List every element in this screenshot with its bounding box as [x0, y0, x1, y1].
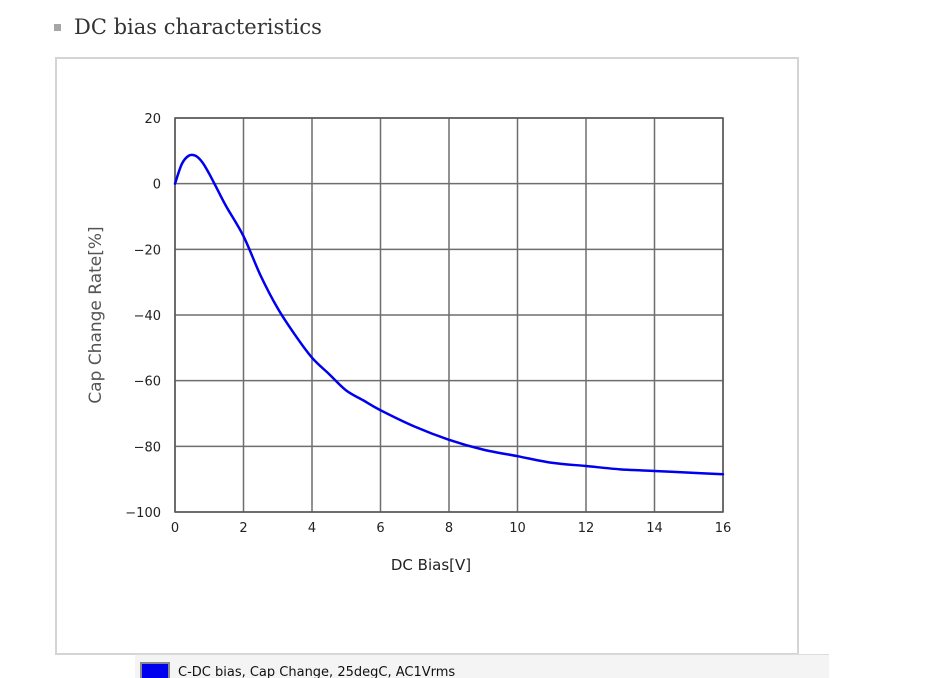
y-tick-label: −80 — [134, 440, 161, 455]
y-tick-label: 20 — [144, 112, 161, 127]
y-tick-label: −40 — [134, 309, 161, 324]
x-tick-label: 14 — [646, 521, 663, 536]
y-tick-label: −20 — [134, 243, 161, 258]
legend-entry-label: C-DC bias, Cap Change, 25degC, AC1Vrms — [178, 664, 456, 678]
series-line-0 — [173, 153, 725, 476]
x-tick-label: 12 — [578, 521, 595, 536]
section-heading-text: DC bias characteristics — [74, 15, 322, 39]
section-heading: DC bias characteristics — [54, 12, 322, 42]
x-tick-label: 8 — [445, 521, 453, 536]
y-tick-label: −60 — [134, 375, 161, 390]
x-tick-label: 4 — [308, 521, 316, 536]
chart-frame: 20 0 −20 −40 −60 −80 −100 0 2 4 6 8 10 12 14 16 Cap Ch… — [55, 57, 829, 678]
y-tick-label: −100 — [125, 506, 161, 521]
y-axis-title: Cap Change Rate[%] — [86, 226, 106, 403]
y-tick-labels: 20 0 −20 −40 −60 −80 −100 — [125, 112, 161, 521]
x-tick-label: 2 — [239, 521, 247, 536]
legend-swatch — [140, 662, 170, 678]
x-tick-label: 0 — [171, 521, 179, 536]
dc-bias-chart: 20 0 −20 −40 −60 −80 −100 0 2 4 6 8 10 12 14 16 Cap Ch… — [86, 112, 731, 574]
x-tick-labels: 0 2 4 6 8 10 12 14 16 — [171, 521, 731, 536]
x-tick-label: 6 — [376, 521, 384, 536]
series-lines — [173, 153, 725, 476]
x-tick-label: 10 — [509, 521, 526, 536]
plot-border — [174, 117, 724, 513]
y-tick-label: 0 — [153, 178, 161, 193]
grid — [174, 117, 724, 513]
x-axis-title: DC Bias[V] — [391, 556, 471, 574]
legend: C-DC bias, Cap Change, 25degC, AC1Vrms — [135, 654, 829, 678]
square-bullet-icon — [54, 23, 61, 31]
x-tick-label: 16 — [715, 521, 732, 536]
